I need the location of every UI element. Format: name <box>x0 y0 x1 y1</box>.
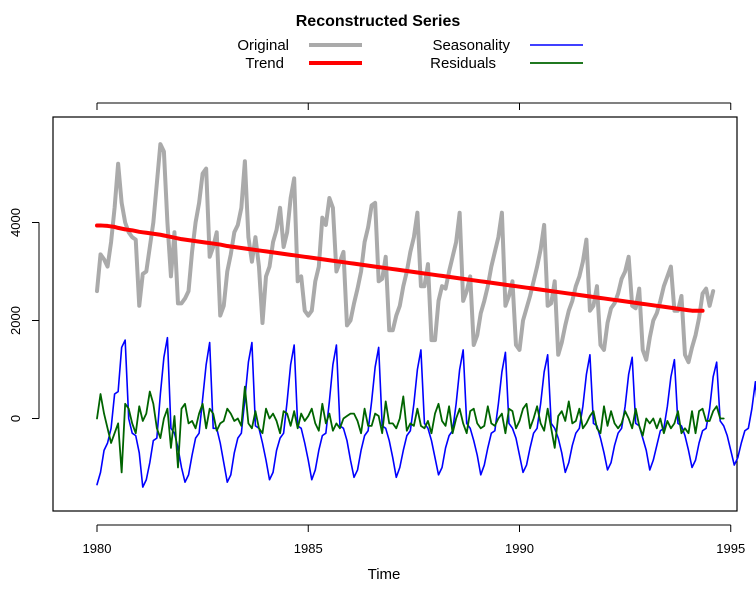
y-tick-label: 4000 <box>8 208 23 237</box>
plot-frame <box>52 116 738 512</box>
series-layer <box>95 142 756 488</box>
x-tick-label: 1995 <box>716 541 745 556</box>
legend-label-residuals: Residuals <box>430 55 496 72</box>
y-tick-label: 0 <box>8 415 23 422</box>
y-axis: 0 2000 4000 <box>8 208 40 422</box>
series-trend-line <box>95 223 705 313</box>
x-tick-label: 1985 <box>294 541 323 556</box>
series-seasonality-line <box>96 336 756 488</box>
legend-label-trend: Trend <box>245 55 284 72</box>
chart-title: Reconstructed Series <box>296 13 461 30</box>
legend-label-original: Original <box>237 37 289 54</box>
series-original-line <box>95 142 716 365</box>
x-tick-label: 1990 <box>505 541 534 556</box>
x-axis: 1980 1985 1990 1995 <box>83 524 745 556</box>
x-axis-top <box>96 102 732 110</box>
x-tick-label: 1980 <box>83 541 112 556</box>
legend-label-seasonality: Seasonality <box>432 37 510 54</box>
series-residuals-line <box>96 385 725 474</box>
x-axis-title: Time <box>368 566 401 583</box>
y-tick-label: 2000 <box>8 306 23 335</box>
